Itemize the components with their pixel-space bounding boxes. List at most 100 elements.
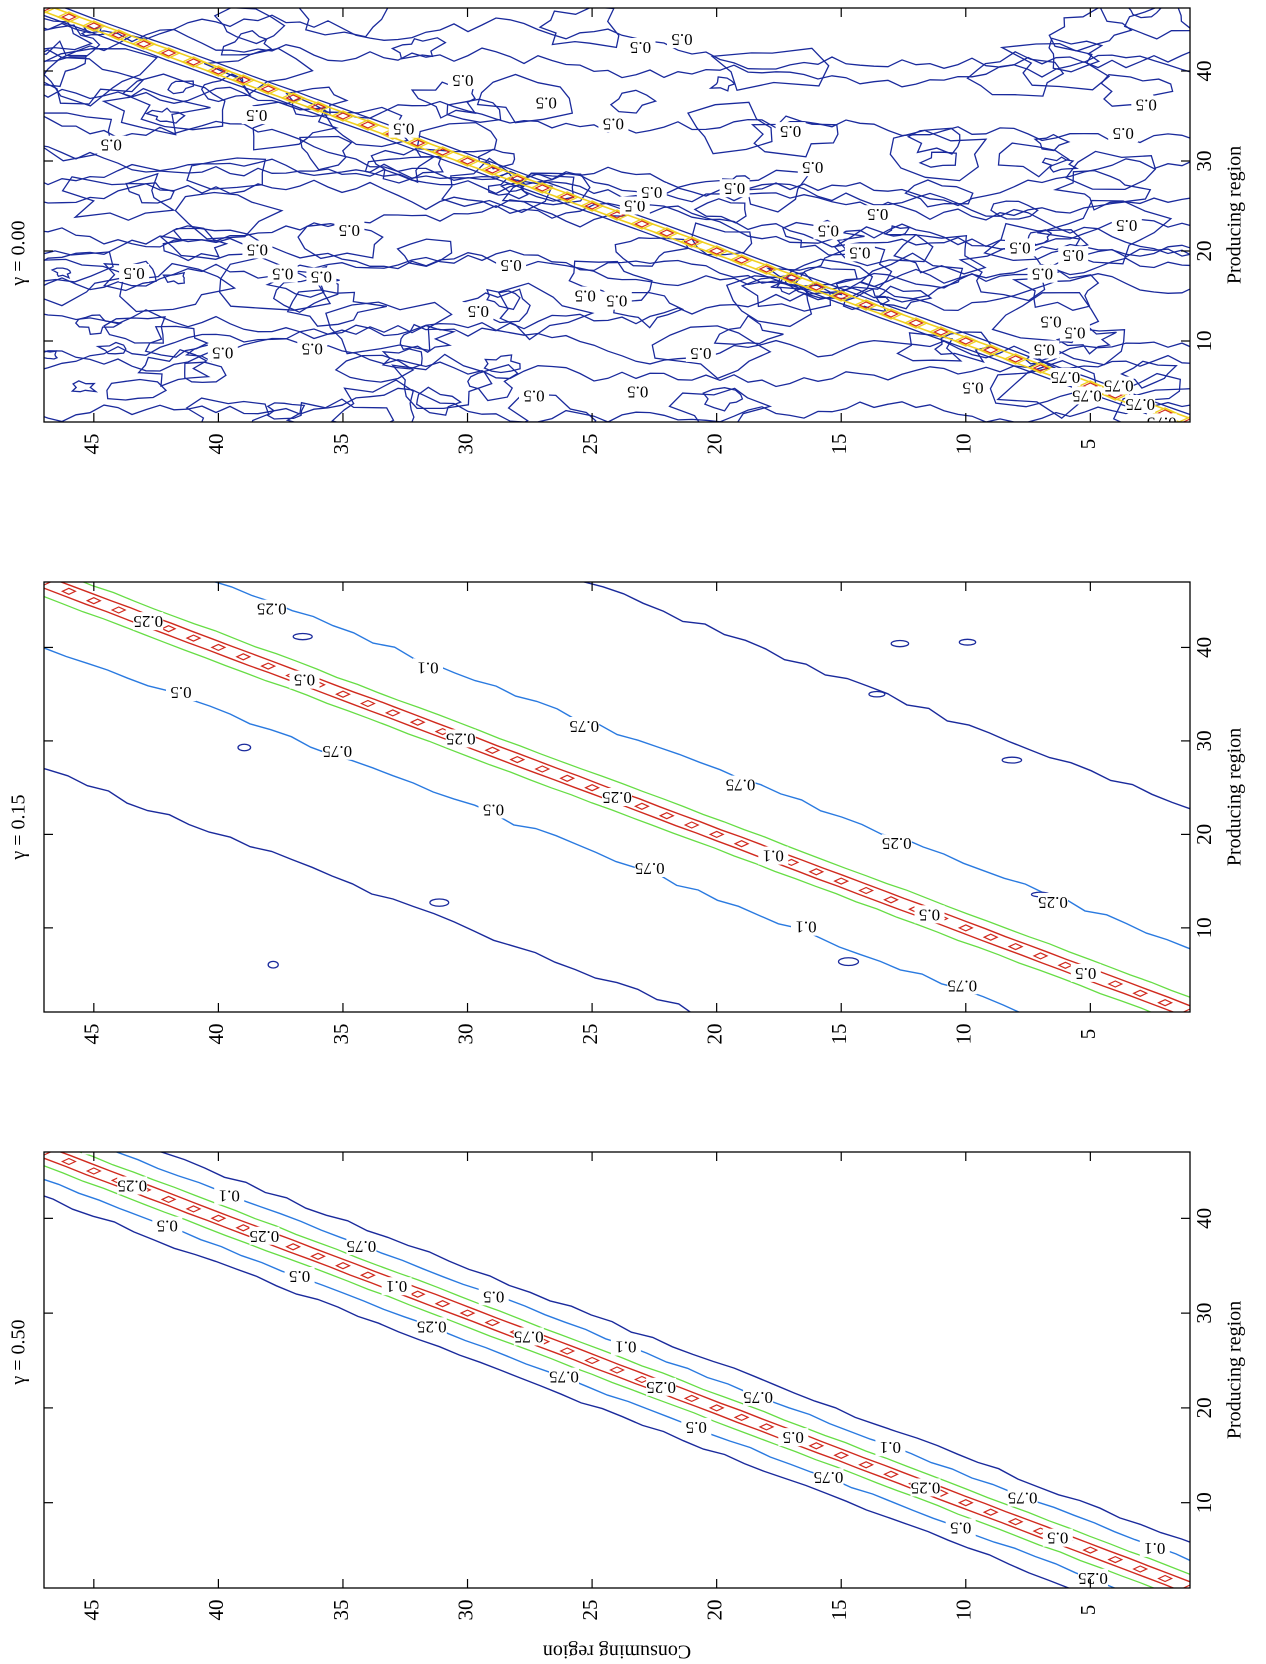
- contour-line-0.5: [286, 289, 387, 327]
- contour-label-bg: [381, 1277, 412, 1296]
- contour-label: 0.75: [726, 776, 756, 795]
- contour-label-bg: [478, 1287, 509, 1306]
- x-tick-label: 10: [952, 1024, 976, 1045]
- plot-area: 0.1 0.25 0.5 0.1 0.25 0.5 0.75 0.1 0.25 0.5 0.75 0.…: [44, 1152, 1190, 1588]
- contour-line-0.5: [651, 325, 772, 380]
- contour-line-0.5: [44, 321, 1190, 370]
- diagonal-peak-marker: [609, 1366, 625, 1374]
- contour-line-0.5: [486, 288, 521, 311]
- contour-line-0.5: [795, 243, 893, 295]
- contour-label: 0.1: [880, 1438, 901, 1457]
- diagonal-peak-marker: [957, 1499, 974, 1507]
- diagonal-peak-marker: [1007, 355, 1024, 363]
- contour-line-0.5: [1112, 388, 1190, 422]
- x-tick-label: 35: [329, 1024, 353, 1045]
- contour-label-bg: [346, 1237, 377, 1255]
- contour-label-bg: [284, 1267, 315, 1285]
- contour-label-bg: [207, 343, 238, 362]
- contour-line-0.5: [44, 14, 1190, 78]
- diagonal-peak-marker: [160, 1195, 177, 1204]
- diagonal-peak-marker: [1007, 942, 1024, 951]
- contour-line-0.5: [61, 172, 176, 221]
- contour-line-0.25: [44, 1178, 1117, 1588]
- diagonal-peak-marker: [110, 606, 127, 614]
- contour-label-bg: [445, 729, 476, 748]
- contour-island: [837, 957, 860, 967]
- contour-label: 0.5: [1040, 312, 1061, 331]
- diagonal-peak-marker: [60, 587, 77, 595]
- y-tick-label: 20: [1192, 824, 1216, 845]
- diagonal-peak-marker: [260, 662, 277, 670]
- contour-line-0.5: [174, 191, 284, 240]
- contour-label: 0.1: [386, 1277, 407, 1296]
- contour-label: 0.5: [627, 383, 648, 402]
- contour-line-0.5: [299, 135, 353, 171]
- contour-line-0.5: [44, 56, 145, 105]
- contour-line-0.1: [44, 1195, 1071, 1588]
- contour-label-bg: [775, 122, 806, 141]
- contour-label: 0.25: [257, 600, 287, 619]
- diagonal-peak-marker: [858, 886, 875, 895]
- y-tick-label: 20: [1192, 241, 1216, 262]
- diagonal-peak-marker: [335, 1262, 351, 1270]
- diagonal-peak-marker: [1057, 961, 1074, 969]
- y-tick-label: 10: [1192, 1492, 1216, 1513]
- contour-label-bg: [622, 382, 653, 401]
- contour-label-bg: [1078, 1568, 1108, 1587]
- diagonal-peak-marker: [783, 274, 800, 282]
- contour-line-0.5: [381, 348, 423, 370]
- contour-line-0.5: [44, 14, 1172, 422]
- contour-label: 0.1: [219, 1187, 240, 1206]
- contour-line-0.5: [44, 48, 159, 107]
- contour-line-0.5: [125, 182, 175, 204]
- contour-line-0.5: [50, 267, 72, 279]
- contour-label: 0.5: [468, 302, 489, 321]
- contour-line-0.5: [1048, 37, 1104, 73]
- diagonal-peak-marker: [733, 1413, 750, 1422]
- diagonal-peak-marker: [808, 868, 825, 876]
- contour-label-bg: [601, 291, 632, 310]
- contour-label-bg: [267, 264, 298, 283]
- diagonal-peak-marker: [828, 290, 854, 302]
- diagonal-peak-marker: [554, 191, 580, 203]
- contour-label: 0.1: [615, 1338, 636, 1357]
- contour-line-0.5: [44, 112, 113, 162]
- contour-label: 0.5: [523, 387, 544, 406]
- contour-label: 0.5: [641, 183, 662, 202]
- contour-label-bg: [513, 1327, 544, 1346]
- contour-island: [868, 690, 886, 698]
- contour-label-bg: [1036, 312, 1066, 331]
- diagonal-peak-marker: [235, 653, 252, 661]
- contour-label-bg: [447, 71, 478, 90]
- contour-label: 0.75: [514, 1328, 544, 1347]
- diagonal-peak-marker: [185, 1205, 202, 1213]
- diagonal-peak-marker: [708, 1404, 725, 1412]
- contour-label: 0.1: [795, 918, 816, 937]
- contour-label: 0.25: [602, 788, 632, 807]
- diagonal-peak-marker: [430, 146, 456, 158]
- contour-line-0.5: [538, 8, 620, 49]
- diagonal-peak-marker: [1007, 1518, 1024, 1526]
- contour-line-0.5: [213, 8, 286, 45]
- contour-island: [267, 960, 279, 969]
- x-tick-label: 40: [204, 1024, 228, 1045]
- diagonal-peak-marker: [584, 784, 601, 792]
- contour-label: 0.5: [724, 179, 745, 198]
- diagonal-peak-marker: [783, 858, 800, 867]
- contour-label: 0.5: [157, 1217, 178, 1236]
- contour-label-bg: [117, 1176, 148, 1195]
- diagonal-peak-marker: [335, 690, 351, 698]
- contour-line-0.5: [44, 595, 1153, 1012]
- x-tick-label: 30: [453, 1600, 477, 1621]
- contour-label: 0.25: [911, 1478, 941, 1497]
- diagonal-peak-marker: [704, 245, 730, 257]
- contour-label-bg: [388, 119, 419, 138]
- y-tick-label: 30: [1192, 730, 1216, 751]
- x-tick-label: 25: [578, 1600, 602, 1621]
- x-axis-title: Consuming region: [543, 1640, 691, 1662]
- contour-label-bg: [496, 256, 527, 275]
- diagonal-peak-marker: [833, 877, 850, 885]
- contour-line-0.5: [167, 80, 195, 95]
- diagonal-peak-marker: [858, 301, 875, 309]
- contour-line-0.5: [1037, 199, 1173, 265]
